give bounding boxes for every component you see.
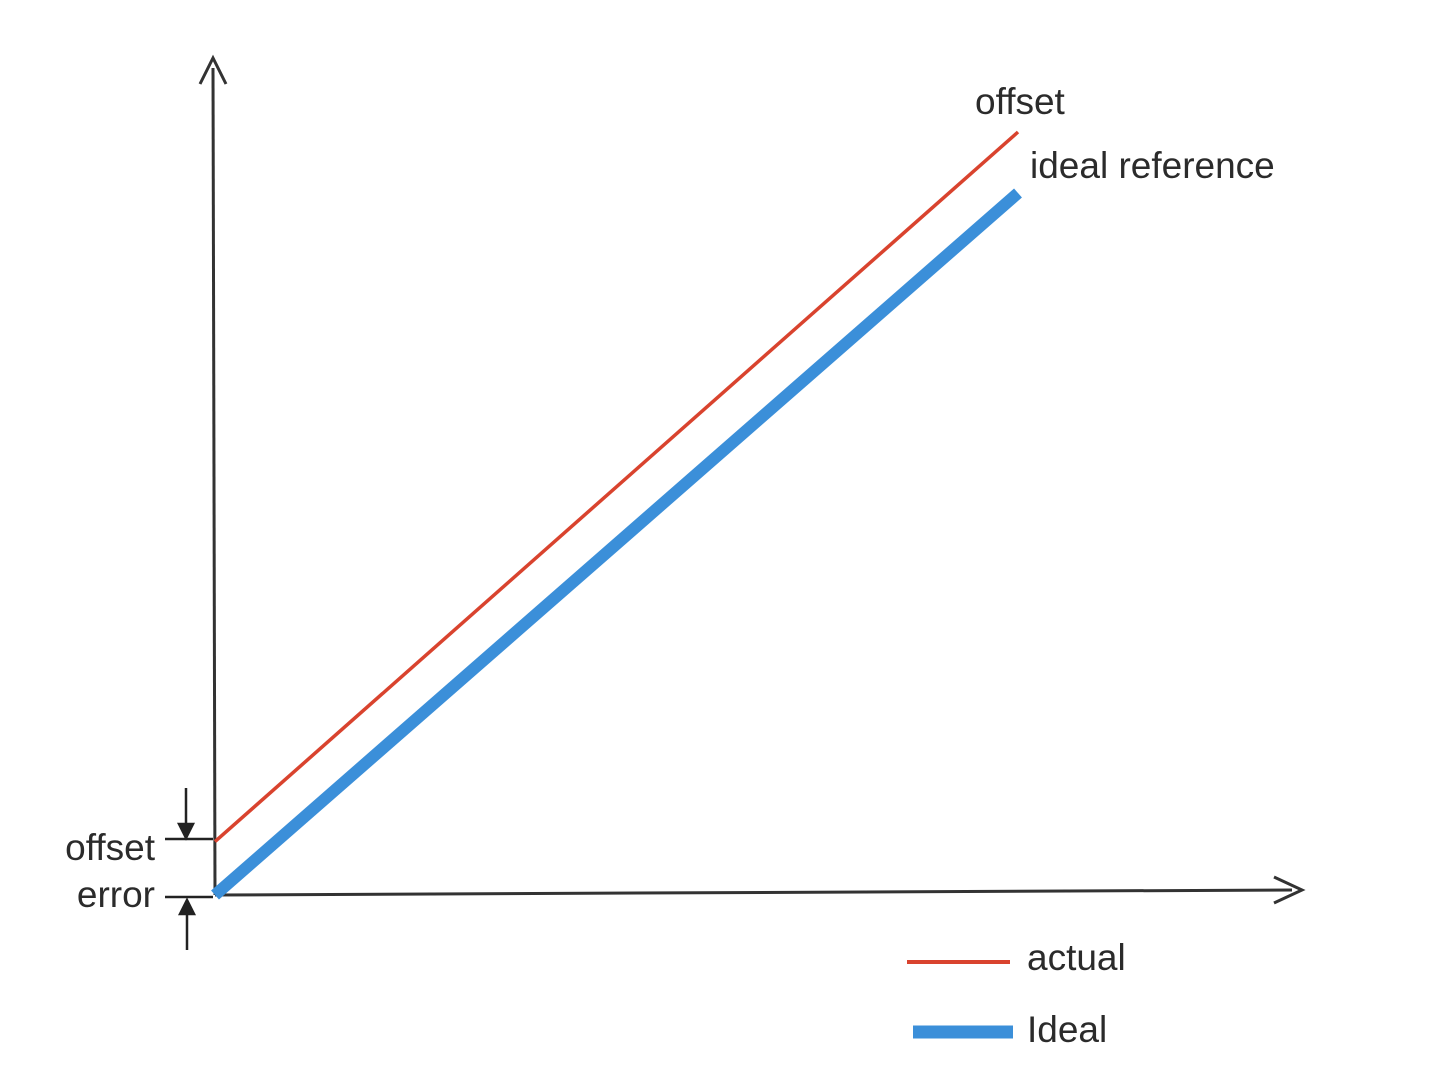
x-axis-arrow-icon [1273,875,1306,905]
offset-error-marker [165,788,213,950]
offset-error-label-line1: offset [65,827,156,868]
up-arrow-icon [177,897,197,916]
actual-end-label: offset [975,81,1066,122]
y-axis [211,67,217,896]
series-line-ideal [211,188,1022,900]
offset-error-label-line2: error [77,874,155,915]
down-arrow-icon [176,822,196,841]
legend-label-actual: actual [1027,937,1126,978]
series-line-actual [213,130,1020,843]
x-axis [214,888,1293,897]
legend: actual Ideal [907,937,1126,1050]
ideal-end-label: ideal reference [1030,145,1275,186]
y-axis-arrow-icon [198,54,228,85]
legend-label-ideal: Ideal [1027,1009,1107,1050]
axes [211,67,1293,897]
